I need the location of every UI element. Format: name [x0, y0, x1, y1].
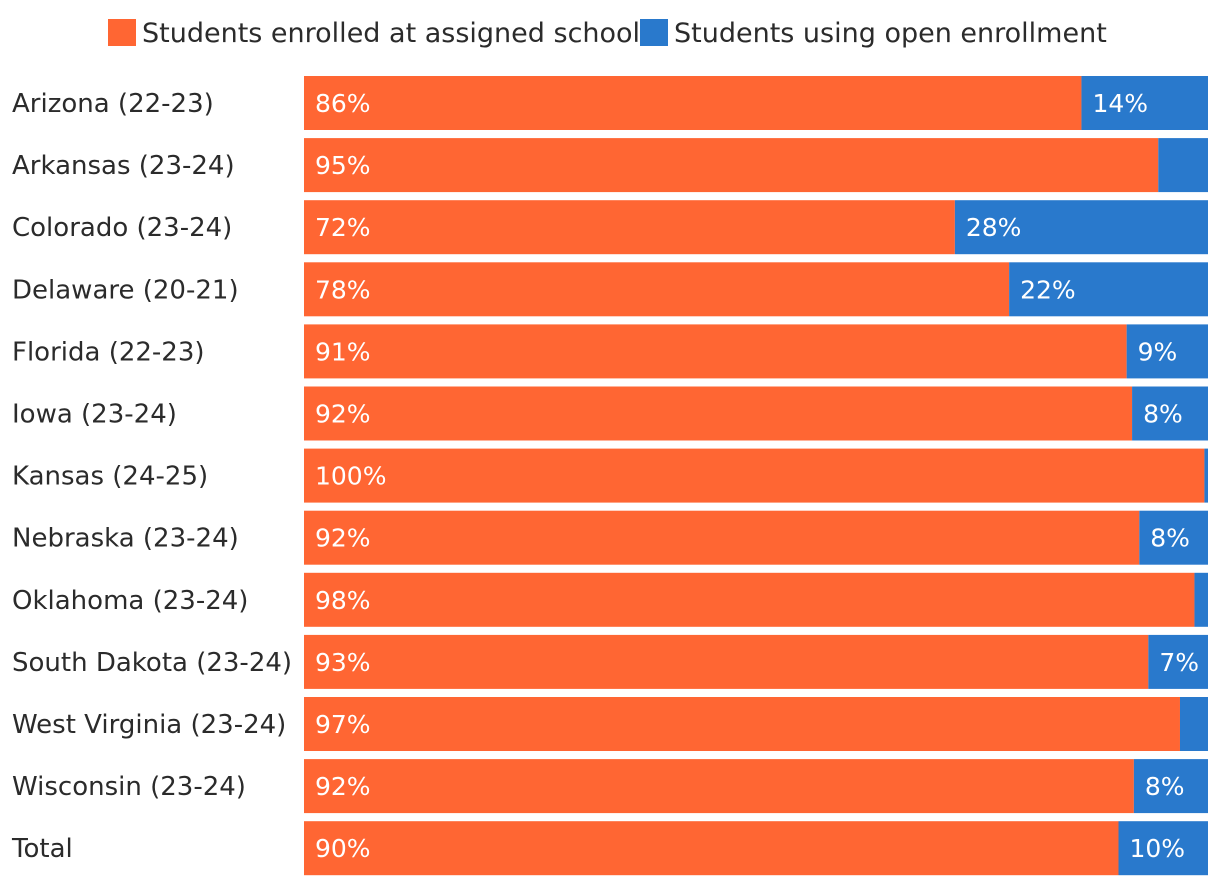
category-labels: Arizona (22-23) Arkansas (23-24) Colorado … — [11, 89, 292, 864]
bar-assigned-school — [304, 324, 1127, 379]
data-label: 10% — [1130, 834, 1186, 863]
bar-open-enrollment — [954, 200, 1208, 255]
data-label: 9% — [1138, 337, 1178, 366]
bar-open-enrollment — [1139, 510, 1208, 565]
data-label: 92% — [315, 772, 371, 801]
data-label: 100% — [315, 462, 386, 491]
bar-assigned-school — [304, 448, 1205, 503]
data-label: 8% — [1143, 400, 1183, 429]
bar-open-enrollment — [1148, 634, 1208, 689]
bar-open-enrollment — [1081, 76, 1208, 130]
category-label: West Virginia (23-24) — [12, 710, 286, 740]
data-label: 86% — [315, 89, 371, 118]
bars: 86% 14% 95% 72% 28% 78% 22% 91% 9% 92% 8% 100% 92% 8%… — [304, 76, 1208, 876]
bar-open-enrollment — [1118, 821, 1208, 876]
data-label: 91% — [315, 337, 371, 366]
legend-swatch-1 — [640, 19, 668, 46]
bar-assigned-school — [304, 262, 1010, 317]
bar-assigned-school — [304, 697, 1180, 751]
data-label: 97% — [315, 710, 371, 739]
data-label: 92% — [315, 400, 371, 429]
data-label: 78% — [315, 275, 371, 304]
data-label: 22% — [1020, 275, 1076, 304]
category-label: Total — [11, 834, 73, 864]
bar-open-enrollment — [1126, 324, 1208, 379]
category-label: Florida (22-23) — [12, 337, 205, 367]
legend-label-0: Students enrolled at assigned school — [142, 18, 640, 49]
data-label: 93% — [315, 648, 371, 677]
category-label: Arkansas (23-24) — [12, 151, 235, 181]
data-label: 95% — [315, 151, 371, 180]
bar-open-enrollment — [1132, 386, 1208, 441]
category-label: South Dakota (23-24) — [12, 648, 292, 678]
bar-assigned-school — [304, 76, 1082, 130]
legend: Students enrolled at assigned school Stud… — [108, 18, 1107, 49]
category-label: Kansas (24-25) — [12, 462, 208, 492]
bar-assigned-school — [304, 759, 1134, 814]
data-label: 72% — [315, 213, 371, 242]
bar-assigned-school — [304, 821, 1119, 876]
bar-open-enrollment — [1133, 759, 1208, 814]
data-label: 8% — [1150, 524, 1190, 553]
legend-label-1: Students using open enrollment — [674, 18, 1107, 49]
data-label: 28% — [966, 213, 1022, 242]
category-label: Nebraska (23-24) — [12, 524, 239, 554]
category-label: Wisconsin (23-24) — [12, 772, 246, 802]
bar-assigned-school — [304, 200, 955, 255]
bar-open-enrollment — [1204, 448, 1208, 503]
bar-open-enrollment — [1009, 262, 1208, 317]
data-label: 14% — [1092, 89, 1148, 118]
data-label: 7% — [1159, 648, 1199, 677]
bar-open-enrollment — [1158, 138, 1208, 193]
category-label: Delaware (20-21) — [12, 275, 239, 305]
data-label: 98% — [315, 586, 371, 615]
category-label: Arizona (22-23) — [12, 89, 214, 119]
legend-swatch-0 — [108, 19, 136, 46]
category-label: Oklahoma (23-24) — [12, 586, 248, 616]
bar-open-enrollment — [1194, 572, 1208, 627]
bar-open-enrollment — [1179, 697, 1208, 751]
bar-assigned-school — [304, 572, 1195, 627]
bar-assigned-school — [304, 634, 1149, 689]
bar-assigned-school — [304, 386, 1133, 441]
bar-assigned-school — [304, 510, 1140, 565]
category-label: Colorado (23-24) — [12, 213, 232, 243]
data-label: 8% — [1145, 772, 1185, 801]
data-label: 90% — [315, 834, 371, 863]
data-label: 92% — [315, 524, 371, 553]
bar-assigned-school — [304, 138, 1159, 193]
category-label: Iowa (23-24) — [12, 400, 177, 430]
